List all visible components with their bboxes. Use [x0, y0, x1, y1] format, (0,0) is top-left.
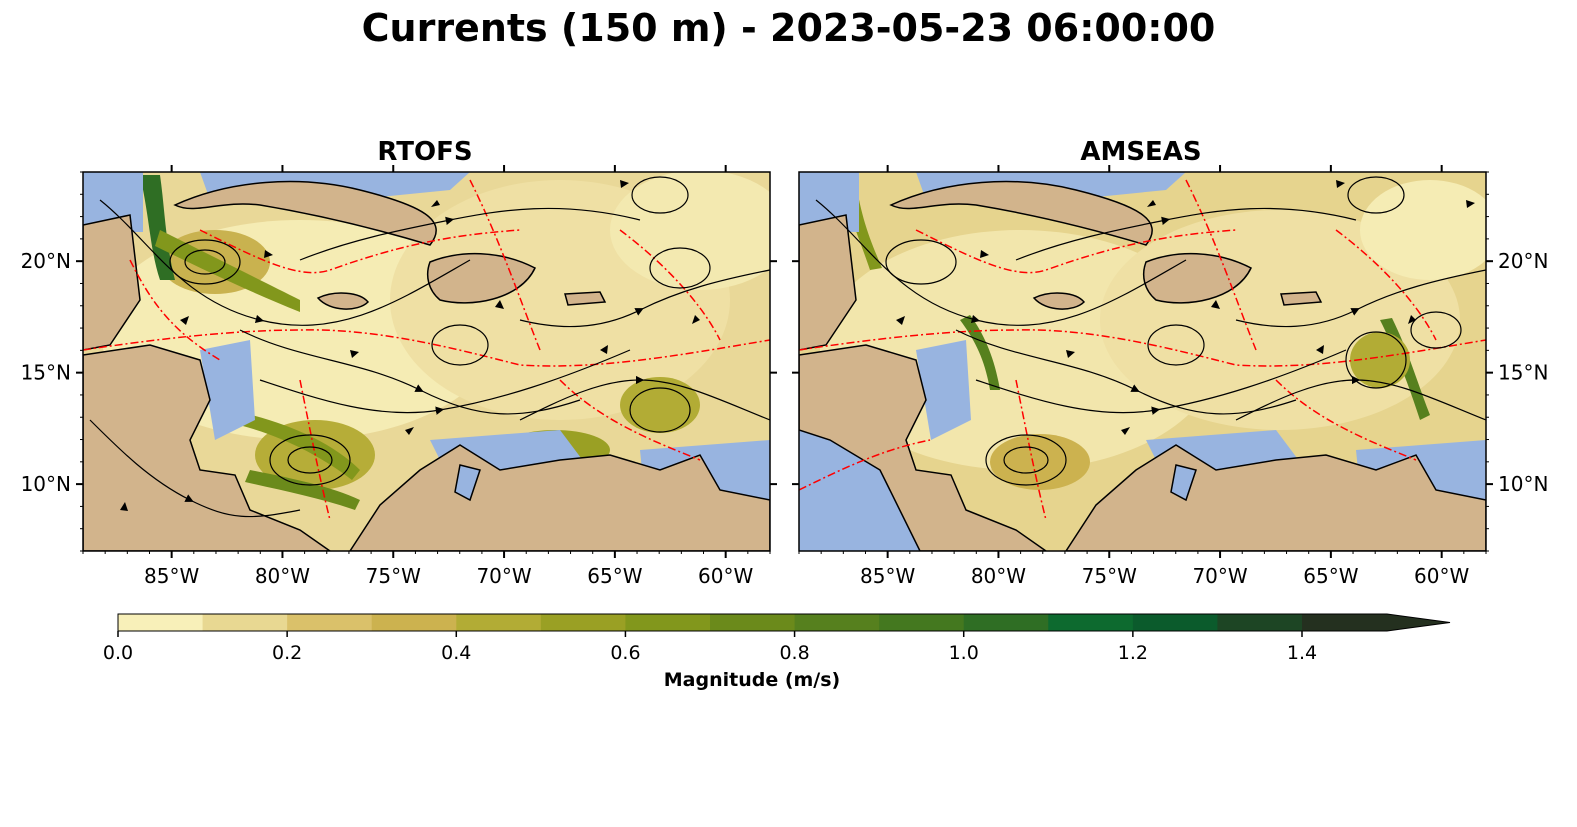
colorbar-tick-label: 0.6 [610, 642, 640, 664]
lon-tick-label: 70°W [476, 564, 531, 588]
lon-tick-label: 60°W [698, 564, 753, 588]
figure-title: Currents (150 m) - 2023-05-23 06:00:00 [361, 6, 1216, 50]
land-masses [83, 180, 770, 551]
colorbar-tick-label: 0.0 [103, 642, 133, 664]
arrowheads [120, 180, 700, 511]
lon-tick-label: 85°W [860, 564, 915, 588]
axes-rtofs: 85°W 80°W 75°W 70°W 65°W 60°W 20°N 15°N 10°N [21, 165, 777, 588]
colorbar-bin [963, 614, 1049, 631]
jamaica-land [316, 292, 370, 310]
colorbar-bin [879, 614, 965, 631]
colorbar-tick-label: 1.2 [1118, 642, 1148, 664]
panel-title-rtofs: RTOFS [377, 137, 473, 167]
lon-tick-label: 60°W [1414, 564, 1469, 588]
colorbar-bin [1132, 614, 1218, 631]
lon-tick-label: 65°W [1303, 564, 1358, 588]
lat-tick-label: 10°N [21, 472, 71, 496]
lat-tick-label: 15°N [21, 361, 71, 385]
colorbar-bin [1048, 614, 1134, 631]
colorbar-bin [625, 614, 711, 631]
yucatan-land [799, 214, 857, 351]
central-america-land [83, 344, 332, 551]
central-america-land [799, 344, 1048, 551]
lon-tick-label: 65°W [587, 564, 642, 588]
colorbar-tick-label: 0.4 [441, 642, 471, 664]
colorbar-bin [118, 614, 204, 631]
map-panel-rtofs [83, 172, 770, 551]
land-masses [799, 180, 1486, 551]
yucatan-land [83, 214, 141, 351]
lat-tick-label: 20°N [21, 249, 71, 273]
map-panel-amseas [799, 172, 1486, 551]
colorbar-bin [371, 614, 457, 631]
lat-tick-label: 15°N [1498, 361, 1548, 385]
axes-amseas: 85°W 80°W 75°W 70°W 65°W 60°W 20°N 15°N 10°N [792, 165, 1548, 588]
streamlines [89, 176, 770, 518]
colorbar-bin [540, 614, 626, 631]
jamaica-land [1032, 292, 1086, 310]
colorbar-bin [710, 614, 796, 631]
map-frame-rtofs [82, 171, 771, 552]
hispaniola-land [1143, 252, 1252, 304]
colorbar-tick-label: 0.2 [272, 642, 302, 664]
colorbar-bin [794, 614, 880, 631]
cuba-land [173, 180, 437, 246]
colorbar-bin [287, 614, 373, 631]
eez-boundaries [799, 179, 1486, 521]
lon-tick-label: 75°W [366, 564, 421, 588]
colorbar: 0.0 0.2 0.4 0.6 0.8 1.0 1.2 1.4 [103, 613, 1451, 664]
lon-tick-label: 85°W [144, 564, 199, 588]
hispaniola-land [427, 252, 536, 304]
lat-tick-label: 20°N [1498, 249, 1548, 273]
arrowheads [896, 180, 1475, 435]
colorbar-tick-label: 0.8 [779, 642, 809, 664]
lat-tick-label: 10°N [1498, 472, 1548, 496]
colorbar-bin [1217, 614, 1303, 631]
maracaibo-lake [454, 464, 481, 502]
map-frame-amseas [798, 171, 1487, 552]
maracaibo-lake [1170, 464, 1197, 502]
colorbar-bin [456, 614, 542, 631]
south-america-land [349, 444, 770, 551]
colorbar-bin [202, 614, 288, 631]
colorbar-tick-label: 1.4 [1287, 642, 1317, 664]
lon-tick-label: 80°W [971, 564, 1026, 588]
colorbar-extend-arrow [1302, 614, 1450, 631]
colorbar-outline [117, 613, 1451, 632]
panel-title-amseas: AMSEAS [1080, 137, 1202, 167]
eez-boundaries [83, 179, 770, 521]
south-america-land [1065, 444, 1486, 551]
streamlines [815, 176, 1486, 486]
puerto-rico-land [1280, 291, 1323, 306]
lon-tick-label: 70°W [1192, 564, 1247, 588]
puerto-rico-land [564, 291, 607, 306]
lon-tick-label: 75°W [1082, 564, 1137, 588]
cuba-land [889, 180, 1153, 246]
colorbar-label: Magnitude (m/s) [664, 669, 841, 691]
lon-tick-label: 80°W [255, 564, 310, 588]
colorbar-tick-label: 1.0 [949, 642, 979, 664]
